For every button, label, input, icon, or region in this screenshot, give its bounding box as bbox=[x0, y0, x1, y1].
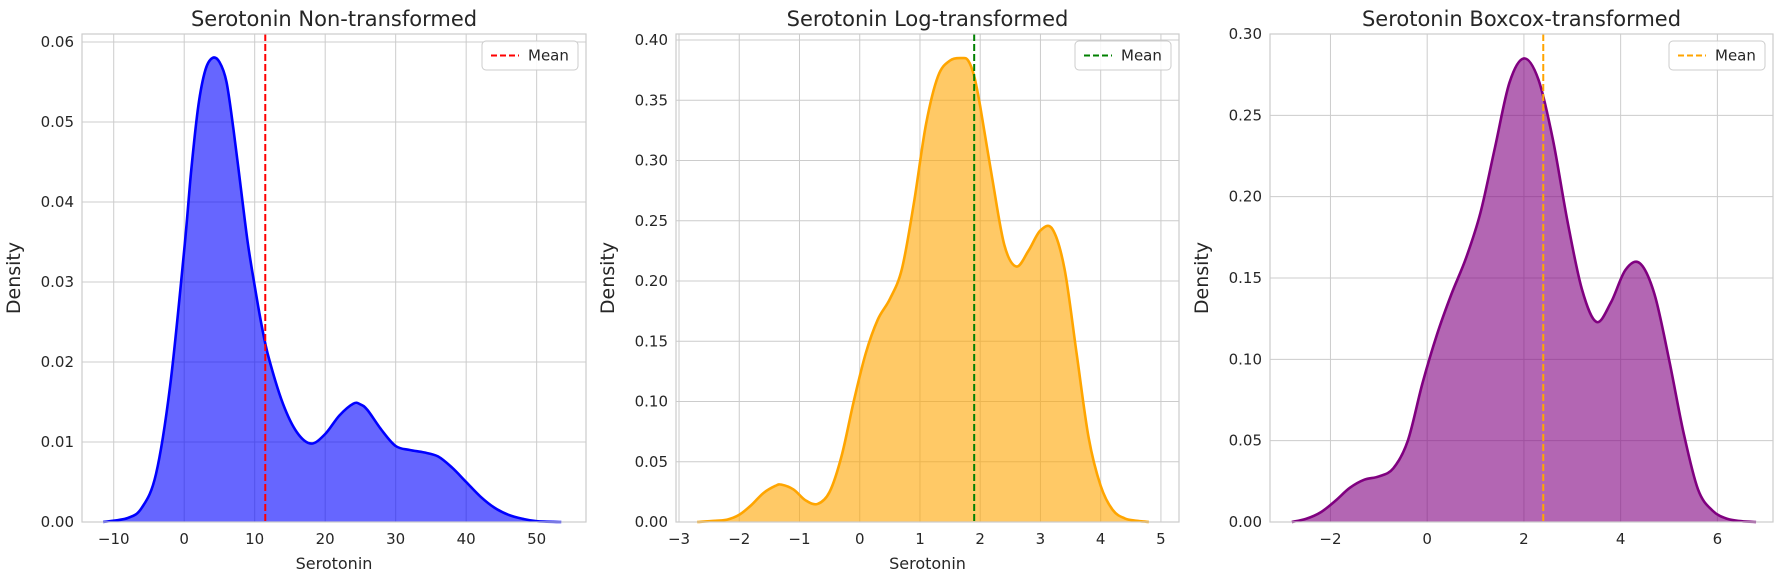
legend: Mean bbox=[481, 40, 579, 71]
x-tick-label: −2 bbox=[1319, 530, 1341, 548]
y-tick-label: 0.04 bbox=[41, 193, 74, 211]
y-tick-label: 0.35 bbox=[635, 91, 668, 109]
density-line bbox=[696, 56, 1150, 524]
tick-labels: −3 −2 −1 0 1 2 3 4 5 0.00 0.05 0.10 0.15 0.20 0.25 0.30… bbox=[635, 31, 1166, 548]
legend-box bbox=[1074, 40, 1172, 71]
density-area bbox=[1291, 58, 1757, 522]
density-line bbox=[1291, 57, 1757, 524]
x-tick-label: 40 bbox=[457, 530, 476, 548]
axes-frame bbox=[1269, 33, 1774, 523]
x-tick-label: 6 bbox=[1713, 530, 1723, 548]
density-area bbox=[103, 57, 562, 522]
y-tick-label: 0.00 bbox=[41, 513, 74, 531]
y-tick-label: 0.10 bbox=[1229, 350, 1262, 368]
y-tick-label: 0.15 bbox=[635, 332, 668, 350]
x-tick-label: 20 bbox=[316, 530, 335, 548]
legend: Mean bbox=[1074, 40, 1172, 71]
x-tick-label: −1 bbox=[788, 530, 810, 548]
tick-labels: −10 0 10 20 30 40 50 0.00 0.01 0.02 0.03 0.04 0.05 0.… bbox=[41, 33, 547, 548]
legend-entry-mean: Mean bbox=[528, 47, 569, 65]
y-tick-label: 0.25 bbox=[1229, 106, 1262, 124]
x-tick-label: 2 bbox=[1519, 530, 1529, 548]
y-tick-label: 0.00 bbox=[635, 513, 668, 531]
y-tick-label: 0.05 bbox=[41, 113, 74, 131]
x-tick-label: 0 bbox=[179, 530, 189, 548]
density-area bbox=[697, 58, 1149, 523]
x-tick-label: 4 bbox=[1096, 530, 1106, 548]
y-tick-label: 0.30 bbox=[635, 152, 668, 170]
x-tick-label: 0 bbox=[855, 530, 865, 548]
y-tick-label: 0.01 bbox=[41, 433, 74, 451]
x-tick-label: 3 bbox=[1036, 530, 1046, 548]
axes-frame bbox=[81, 33, 587, 523]
chart-title: Serotonin Boxcox-transformed bbox=[1362, 7, 1681, 31]
x-tick-label: 4 bbox=[1616, 530, 1626, 548]
x-tick-label: 10 bbox=[245, 530, 264, 548]
panel-non-transformed: Serotonin Non-transformed Density Seroto… bbox=[3, 7, 587, 573]
y-tick-label: 0.40 bbox=[635, 31, 668, 49]
y-tick-label: 0.20 bbox=[635, 272, 668, 290]
chart-title: Serotonin Log-transformed bbox=[787, 7, 1069, 31]
y-tick-label: 0.15 bbox=[1229, 269, 1262, 287]
x-tick-label: 5 bbox=[1156, 530, 1166, 548]
panel-boxcox-transformed: Serotonin Boxcox-transformed Density −2 0… bbox=[1191, 7, 1774, 548]
y-tick-label: 0.30 bbox=[1229, 25, 1262, 43]
y-axis-label: Density bbox=[597, 242, 619, 314]
y-tick-label: 0.03 bbox=[41, 273, 74, 291]
y-tick-label: 0.00 bbox=[1229, 513, 1262, 531]
x-tick-label: −3 bbox=[668, 530, 690, 548]
y-tick-label: 0.10 bbox=[635, 393, 668, 411]
x-tick-label: 50 bbox=[527, 530, 546, 548]
y-tick-label: 0.05 bbox=[635, 453, 668, 471]
legend: Mean bbox=[1668, 40, 1766, 71]
x-tick-label: 0 bbox=[1422, 530, 1432, 548]
x-axis-label: Serotonin bbox=[889, 554, 966, 573]
axes-frame bbox=[675, 33, 1180, 523]
legend-box bbox=[1668, 40, 1766, 71]
tick-labels: −2 0 2 4 6 0.00 0.05 0.10 0.15 0.20 0.25 0.30 bbox=[1229, 25, 1723, 548]
legend-entry-mean: Mean bbox=[1121, 47, 1162, 65]
density-line bbox=[102, 56, 562, 524]
legend-box bbox=[481, 40, 579, 71]
x-tick-label: −10 bbox=[98, 530, 130, 548]
x-axis-label: Serotonin bbox=[296, 554, 373, 573]
legend-entry-mean: Mean bbox=[1715, 47, 1756, 65]
x-tick-label: 1 bbox=[915, 530, 925, 548]
y-tick-label: 0.25 bbox=[635, 212, 668, 230]
x-tick-label: 30 bbox=[386, 530, 405, 548]
y-tick-label: 0.02 bbox=[41, 353, 74, 371]
y-tick-label: 0.20 bbox=[1229, 188, 1262, 206]
panel-log-transformed: Serotonin Log-transformed Density Seroto… bbox=[597, 7, 1180, 573]
y-tick-label: 0.05 bbox=[1229, 432, 1262, 450]
chart-title: Serotonin Non-transformed bbox=[191, 7, 477, 31]
x-tick-label: 2 bbox=[975, 530, 985, 548]
x-tick-label: −2 bbox=[728, 530, 750, 548]
y-tick-label: 0.06 bbox=[41, 33, 74, 51]
y-axis-label: Density bbox=[1191, 242, 1213, 314]
y-axis-label: Density bbox=[3, 242, 25, 314]
grid bbox=[676, 34, 1179, 523]
